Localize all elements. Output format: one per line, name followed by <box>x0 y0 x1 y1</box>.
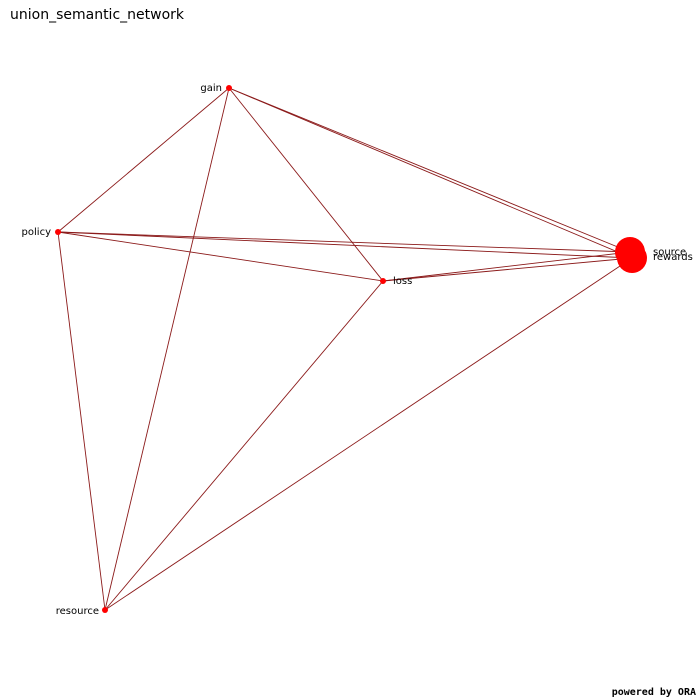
edge-policy-resource <box>57 231 106 611</box>
node-label-loss: loss <box>393 276 412 287</box>
edge-loss-rewards <box>382 257 633 282</box>
node-resource[interactable] <box>102 607 108 613</box>
edge-resource-rewards <box>104 257 633 611</box>
edge-loss-source <box>382 251 631 282</box>
node-label-gain: gain <box>200 83 222 94</box>
edge-policy-source <box>57 231 631 253</box>
node-layer <box>55 85 647 613</box>
edge-loss-resource <box>104 280 384 611</box>
edge-policy-rewards <box>57 231 633 259</box>
node-policy[interactable] <box>55 229 61 235</box>
edge-layer <box>57 87 633 611</box>
node-loss[interactable] <box>380 278 386 284</box>
node-label-source: source <box>653 247 686 258</box>
node-label-rewards: rewards <box>653 252 693 263</box>
node-gain[interactable] <box>226 85 232 91</box>
edge-gain-policy <box>57 87 230 233</box>
node-label-resource: resource <box>56 606 99 617</box>
edge-gain-rewards <box>228 87 633 259</box>
node-label-policy: policy <box>22 227 52 238</box>
edge-gain-resource <box>104 87 230 611</box>
edge-gain-source <box>228 87 631 253</box>
node-rewards[interactable] <box>617 243 647 273</box>
powered-by-ora: powered by ORA <box>611 687 696 698</box>
network-title: union_semantic_network <box>10 7 185 23</box>
edge-policy-loss <box>57 231 384 282</box>
edge-gain-loss <box>228 87 384 282</box>
